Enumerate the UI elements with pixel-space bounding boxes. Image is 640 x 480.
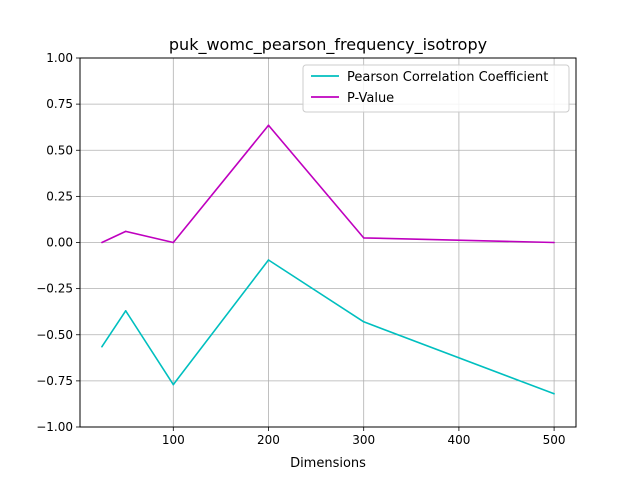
x-tick-label: 200 bbox=[257, 433, 280, 447]
series-line-pearson-correlation-coefficient bbox=[101, 259, 555, 395]
ticks: 100 200 300 400 500 −1.00 −0.75 −0.50 −0.25 0.00 0… bbox=[36, 51, 565, 447]
y-tick-label: −0.25 bbox=[36, 282, 73, 296]
y-tick-label: 0.25 bbox=[46, 189, 73, 203]
data-point-p-value bbox=[362, 237, 365, 239]
data-point-pearson-correlation-coefficient bbox=[101, 345, 103, 348]
y-tick-label: 0.75 bbox=[46, 97, 73, 111]
data-point-pearson-correlation-coefficient bbox=[172, 383, 175, 386]
y-tick-label: −0.50 bbox=[36, 328, 73, 342]
legend-label-pvalue: P-Value bbox=[347, 91, 394, 106]
legend: Pearson Correlation Coefficient P-Value bbox=[302, 64, 570, 113]
data-point-pearson-correlation-coefficient bbox=[124, 309, 127, 312]
data-point-pearson-correlation-coefficient bbox=[267, 259, 270, 261]
y-tick-label: 0.00 bbox=[46, 236, 73, 250]
x-tick-label: 400 bbox=[447, 433, 470, 447]
chart-title: puk_womc_pearson_frequency_isotropy bbox=[169, 35, 487, 55]
x-tick-label: 100 bbox=[162, 433, 185, 447]
x-axis-title: Dimensions bbox=[290, 456, 366, 471]
data-point-p-value bbox=[267, 124, 270, 127]
x-tick-label: 300 bbox=[352, 433, 375, 447]
y-tick-label: 1.00 bbox=[46, 51, 73, 65]
data-point-p-value bbox=[172, 241, 175, 244]
data-point-p-value bbox=[124, 230, 127, 233]
series-line-p-value bbox=[101, 124, 555, 244]
y-tick-label: 0.50 bbox=[46, 143, 73, 157]
x-tick-label: 500 bbox=[543, 433, 566, 447]
data-point-p-value bbox=[553, 241, 555, 244]
data-point-pearson-correlation-coefficient bbox=[362, 321, 365, 323]
data-point-pearson-correlation-coefficient bbox=[553, 392, 555, 395]
legend-label-pearson: Pearson Correlation Coefficient bbox=[347, 70, 548, 85]
y-tick-label: −1.00 bbox=[36, 420, 73, 434]
legend-box bbox=[302, 64, 570, 113]
data-point-p-value bbox=[101, 241, 103, 244]
y-tick-label: −0.75 bbox=[36, 374, 73, 388]
series-layer bbox=[101, 124, 555, 395]
